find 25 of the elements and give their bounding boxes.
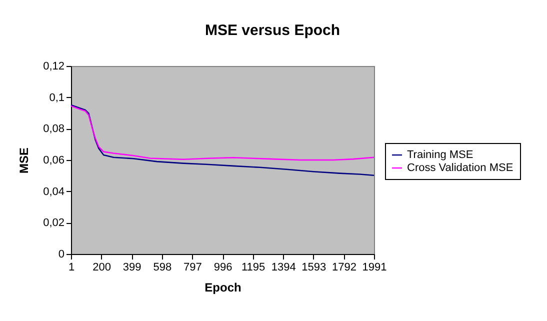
x-tick-label: 1593: [302, 262, 326, 274]
legend-label: Training MSE: [407, 149, 474, 161]
x-tick-label: 1991: [362, 262, 387, 274]
y-tick-label: 0,12: [43, 60, 64, 72]
y-tick-label: 0,04: [43, 186, 64, 198]
y-axis-title: MSE: [17, 147, 32, 174]
chart-title: MSE versus Epoch: [204, 22, 340, 39]
x-tick-label: 1394: [271, 262, 296, 274]
x-tick-label: 996: [214, 262, 232, 274]
y-tick-label: 0,06: [43, 154, 64, 166]
x-tick-label: 598: [153, 262, 172, 274]
x-tick-label: 1195: [241, 262, 266, 274]
line-series: [70, 104, 375, 176]
y-tick-label: 0: [58, 248, 64, 260]
x-axis-title: Epoch: [204, 280, 242, 294]
y-tick-label: 0,02: [43, 217, 64, 230]
line-series: [70, 105, 375, 161]
x-tick-label: 1: [68, 262, 75, 274]
x-tick-label: 797: [184, 262, 202, 274]
x-tick-label: 399: [122, 262, 142, 274]
x-tick-label: 1792: [332, 262, 356, 274]
x-tick-label: 200: [92, 262, 111, 274]
legend-label: Cross Validation MSE: [407, 162, 514, 174]
y-tick-label: 0,08: [43, 123, 64, 136]
y-tick-label: 0,1: [49, 92, 64, 104]
